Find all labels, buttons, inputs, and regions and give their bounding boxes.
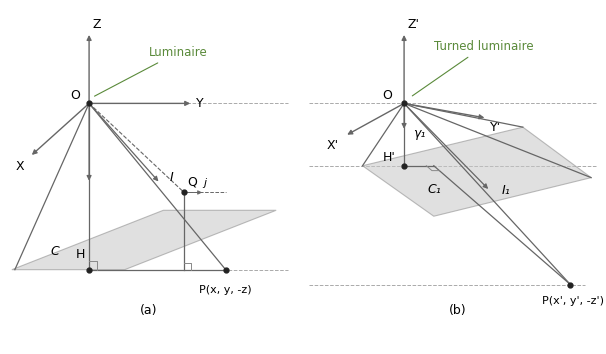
Text: P(x, y, -z): P(x, y, -z) <box>199 285 252 295</box>
Polygon shape <box>12 210 276 270</box>
Text: H': H' <box>382 151 395 164</box>
Text: Y': Y' <box>490 121 501 134</box>
Text: C₁: C₁ <box>428 183 442 196</box>
Text: I: I <box>169 171 173 184</box>
Text: (a): (a) <box>140 304 157 317</box>
Text: Luminaire: Luminaire <box>95 46 207 96</box>
Text: P(x', y', -z'): P(x', y', -z') <box>542 296 604 307</box>
Text: H: H <box>75 248 85 261</box>
Text: γ₁: γ₁ <box>413 127 425 139</box>
Text: j: j <box>204 178 207 188</box>
Text: Turned luminaire: Turned luminaire <box>412 40 533 96</box>
Text: X': X' <box>327 139 339 152</box>
Text: O: O <box>382 89 392 102</box>
Polygon shape <box>362 127 591 216</box>
Text: I₁: I₁ <box>502 184 511 198</box>
Text: X: X <box>15 160 24 173</box>
Text: O: O <box>70 89 80 102</box>
Text: Q: Q <box>187 175 197 188</box>
Text: Y: Y <box>196 97 204 110</box>
Text: Z': Z' <box>407 18 419 31</box>
Text: Z: Z <box>92 18 101 31</box>
Text: (b): (b) <box>448 304 467 317</box>
Text: C: C <box>50 245 59 258</box>
